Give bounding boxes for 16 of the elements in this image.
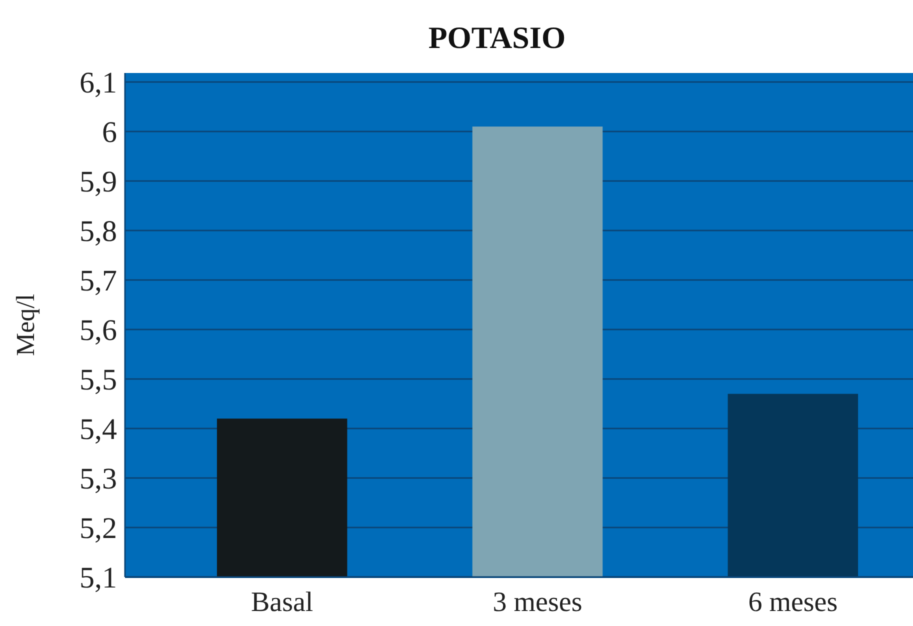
- y-tick-label: 5,6: [80, 314, 117, 347]
- y-tick-label: 5,9: [80, 166, 117, 198]
- y-tick-label: 6: [102, 116, 117, 149]
- y-tick-label: 5,5: [80, 364, 117, 396]
- y-tick-label: 5,1: [80, 562, 117, 594]
- y-tick-label: 5,4: [80, 413, 117, 446]
- y-tick-label: 5,3: [80, 462, 117, 496]
- y-tick-label: 6,1: [80, 66, 117, 100]
- y-tick-label: 5,2: [80, 512, 117, 545]
- x-tick-label: 3 meses: [492, 587, 582, 618]
- chart-title: POTASIO: [428, 20, 566, 55]
- y-tick-label: 5,7: [80, 264, 117, 298]
- y-axis-title: Meq/l: [11, 294, 40, 356]
- x-tick-label: 6 meses: [748, 587, 838, 618]
- x-tick-label: Basal: [250, 587, 314, 618]
- y-tick-label: 5,8: [80, 215, 117, 248]
